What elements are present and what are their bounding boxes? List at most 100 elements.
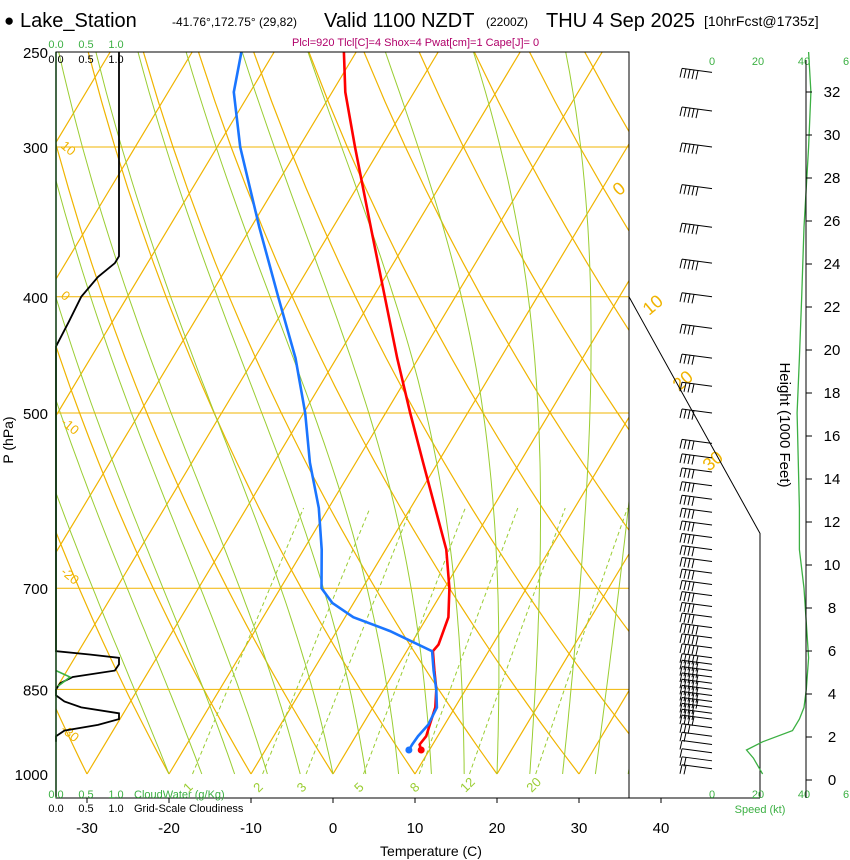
cloudiness-tick-label: 0.5 xyxy=(78,803,93,815)
dry-adiabat-line xyxy=(0,52,5,774)
wind-barb-flag xyxy=(679,732,683,742)
wind-barb-flag xyxy=(687,409,691,420)
wind-barb-flag xyxy=(695,662,699,672)
wind-barb-flag xyxy=(679,408,683,419)
wind-barb-flag xyxy=(695,693,699,703)
wind-barb-flag xyxy=(691,108,695,118)
dry-adiabat-line xyxy=(197,52,580,775)
wind-barb-flag xyxy=(683,660,687,670)
wind-barb-flag xyxy=(683,293,687,303)
wind-barb-flag xyxy=(679,764,683,774)
wind-barb-staff xyxy=(681,723,713,729)
height-tick-label: 28 xyxy=(824,170,841,187)
wind-barb xyxy=(679,222,713,235)
wind-barb-flag xyxy=(691,698,695,709)
mixing-ratio-label: 20 xyxy=(523,774,544,795)
wind-barb-flag xyxy=(695,645,699,656)
wind-barb-staff xyxy=(681,764,713,770)
height-tick-label: 24 xyxy=(824,256,841,273)
pressure-tick-label: 1000 xyxy=(15,767,48,784)
mixing-ratio-line xyxy=(418,507,519,775)
mixing-ratio-line xyxy=(535,507,628,775)
cloudiness-line xyxy=(55,52,120,742)
wind-barb-flag xyxy=(687,592,691,602)
wind-barb-staff xyxy=(681,532,713,538)
moist-adiabat-line xyxy=(95,52,334,775)
wind-barb-flag xyxy=(679,533,683,543)
wind-barb-flag xyxy=(683,679,687,689)
moist-adiabat-line xyxy=(661,52,787,774)
wind-barb xyxy=(679,708,713,721)
wind-barb-flag xyxy=(687,704,691,714)
wind-barb-flag xyxy=(679,106,683,117)
wind-barb-flag xyxy=(687,644,691,655)
wind-barb-flag xyxy=(679,324,683,334)
wind-barb-staff xyxy=(681,106,713,112)
utc-time: (2200Z) xyxy=(486,15,529,29)
wind-barb-flag xyxy=(683,602,687,613)
cloudiness-tick-label: 0.0 xyxy=(48,54,63,66)
wind-barb-flag xyxy=(691,483,695,493)
dry-adiabat-line xyxy=(695,52,850,774)
wind-barb-flag xyxy=(687,634,691,645)
temperature-tick-label: -30 xyxy=(76,820,98,837)
wind-barb-flag xyxy=(683,732,687,742)
wind-barb-flag xyxy=(679,481,683,491)
wind-barb-flag xyxy=(683,654,687,664)
wind-barb-staff xyxy=(681,545,713,551)
wind-barb-staff xyxy=(681,258,713,264)
wind-barb-flag xyxy=(691,692,695,703)
pressure-tick-label: 700 xyxy=(23,581,48,598)
wind-barb-flag xyxy=(683,533,687,544)
wind-barb-flag xyxy=(691,668,695,678)
wind-barb-flag xyxy=(687,468,691,479)
wind-barb-flag xyxy=(691,570,695,580)
wind-barb-flag xyxy=(687,383,691,393)
wind-barb xyxy=(679,184,713,196)
cloudwater-axis-title: CloudWater (g/Kg) xyxy=(134,789,225,801)
wind-barb-flag xyxy=(691,186,695,196)
height-tick-label: 0 xyxy=(828,772,836,789)
wind-barb xyxy=(679,453,713,465)
wind-barb-flag xyxy=(691,547,695,557)
wind-barb-flag xyxy=(691,522,695,532)
x-axis-title: Temperature (C) xyxy=(380,843,482,859)
temperature-tick-label: 0 xyxy=(329,820,337,837)
wind-barb-flag xyxy=(687,69,691,79)
wind-barb-flag xyxy=(687,698,691,708)
wind-barb-flag xyxy=(691,69,695,80)
wind-barb-flag xyxy=(683,580,687,591)
wind-barb-flag xyxy=(683,107,687,117)
wind-barb-staff xyxy=(681,708,713,714)
surface-temperature-point xyxy=(417,746,425,754)
wind-barb-flag xyxy=(683,691,687,702)
moist-adiabat-line xyxy=(473,52,541,775)
wind-barb-flag xyxy=(691,593,695,603)
wind-barb-flag xyxy=(679,545,683,555)
wind-barb xyxy=(679,381,713,393)
wind-barb-staff xyxy=(681,494,713,500)
wind-barb-flag xyxy=(679,740,683,750)
wind-barb-flag xyxy=(687,661,691,671)
wind-barb-staff xyxy=(681,507,713,513)
wind-barb-flag xyxy=(679,259,683,269)
wind-barb-staff xyxy=(681,653,713,659)
wind-barb-flag xyxy=(679,354,683,364)
surface-dewpoint-point xyxy=(405,746,413,754)
wind-barb-flag xyxy=(695,687,699,697)
wind-barb-flag xyxy=(687,546,691,556)
dewpoint-line xyxy=(232,51,439,751)
wind-barb xyxy=(679,408,713,420)
wind-barb xyxy=(679,494,713,506)
wind-barb-flag xyxy=(695,699,699,709)
wind-barb-flag xyxy=(679,703,683,713)
wind-barb-flag xyxy=(687,293,691,303)
wind-barb-flag xyxy=(683,439,687,449)
wind-barb-flag xyxy=(695,681,699,691)
wind-barb xyxy=(679,353,713,365)
wind-barb-flag xyxy=(695,655,699,666)
wind-barb-staff xyxy=(681,602,713,608)
wind-barb xyxy=(679,520,713,532)
dry-adiabat-line xyxy=(308,52,629,633)
height-tick-label: 12 xyxy=(824,514,841,531)
